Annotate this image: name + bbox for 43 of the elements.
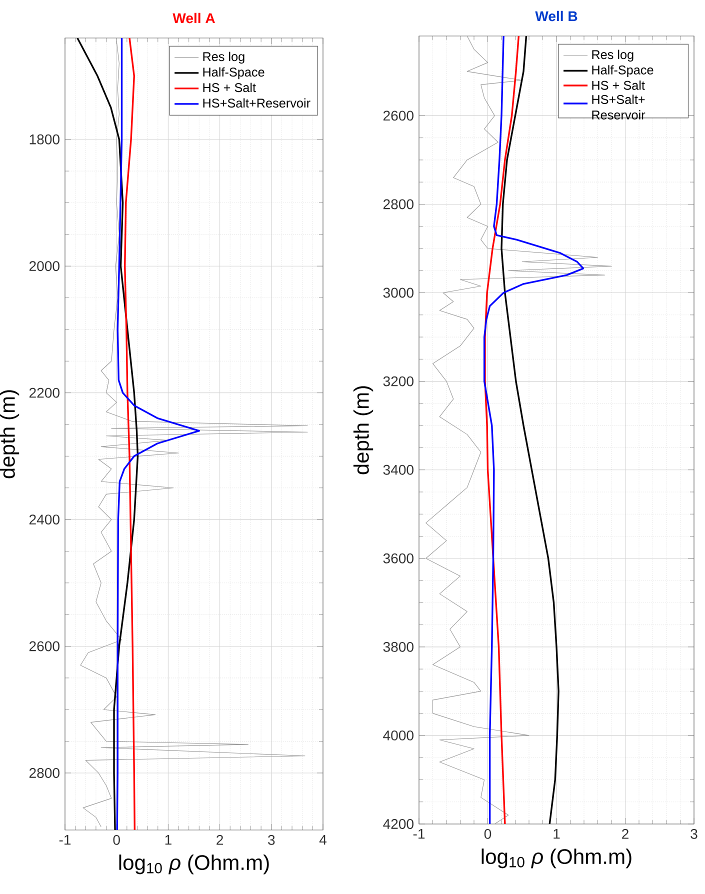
x-tick-label: -1	[59, 834, 71, 845]
y-tick-label: 2000	[29, 261, 60, 272]
legend-label: Res log	[592, 50, 634, 62]
x-tick-label: 1	[554, 828, 560, 839]
legend-label: HS + Salt	[592, 80, 645, 90]
y-tick-label: 2600	[383, 110, 414, 121]
x-tick-label: 0	[113, 834, 120, 845]
y-tick-label: 3600	[383, 553, 414, 564]
legend-label: Half-Space	[592, 65, 654, 77]
x-tick-label: 2	[216, 834, 224, 845]
y-tick-label: 2800	[383, 199, 414, 210]
x-tick-label: 1	[165, 834, 172, 845]
x-tick-label: 2	[622, 828, 628, 839]
legend-label: HS+Salt+ Reservoir	[592, 94, 646, 120]
line-series	[116, 38, 200, 830]
x-axis-title: log$_{10}$ ρ (Ohm.m)	[482, 848, 632, 868]
x-axis-title: log$_{10}$ ρ (Ohm.m)	[119, 854, 269, 874]
y-tick-label: 3000	[383, 288, 414, 298]
y-tick-label: 2400	[29, 514, 60, 525]
y-tick-label: 4000	[383, 730, 414, 740]
y-tick-label: 2200	[29, 388, 60, 398]
x-tick-label: 3	[268, 834, 275, 845]
y-tick-label: 2800	[29, 768, 60, 778]
x-tick-label: 4	[319, 834, 326, 845]
line-series	[76, 38, 139, 830]
y-tick-label: 3800	[383, 642, 414, 652]
chart-title: Well A	[172, 12, 215, 24]
y-axis-title: depth (m)	[353, 386, 374, 474]
line-series	[484, 36, 520, 824]
y-tick-label: 4200	[383, 819, 414, 829]
line-series	[483, 36, 584, 824]
legend-label: HS+Salt+Reservoir	[203, 98, 310, 108]
y-tick-label: 1800	[30, 134, 60, 144]
y-tick-label: 3200	[383, 376, 414, 386]
legend-label: Half-Space	[203, 67, 264, 80]
y-tick-label: 2600	[29, 641, 60, 652]
legend-label: HS + Salt	[203, 82, 256, 92]
y-tick-label: 3400	[383, 464, 414, 475]
x-tick-label: 3	[690, 828, 698, 839]
legend-label: Res log	[203, 52, 244, 64]
x-tick-label: 0	[484, 828, 492, 839]
x-tick-label: -1	[413, 828, 425, 839]
chart-title: Well B	[535, 10, 578, 22]
